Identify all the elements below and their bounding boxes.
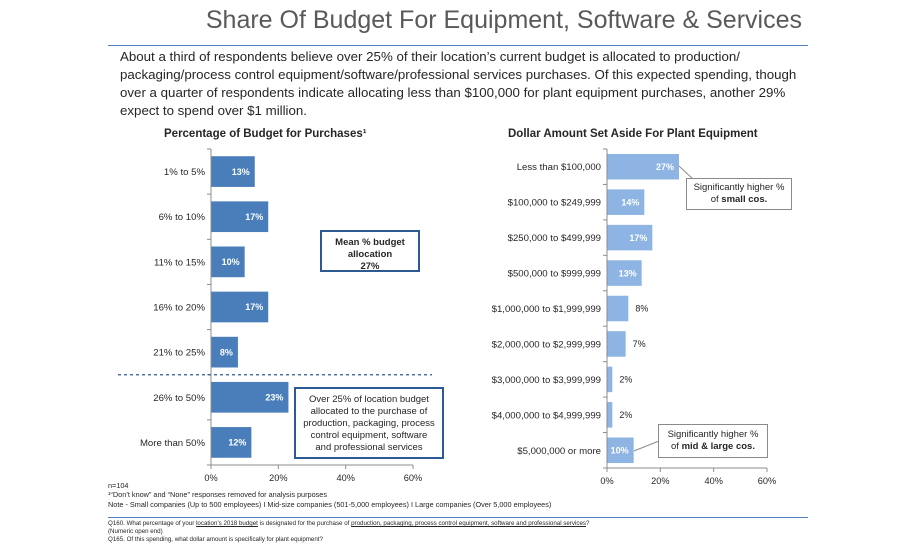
x-tick-label: 20%	[651, 476, 669, 486]
bar	[211, 336, 238, 368]
x-tick-label: 60%	[404, 473, 422, 483]
bar	[211, 291, 269, 323]
right-chart-title: Dollar Amount Set Aside For Plant Equipm…	[508, 128, 758, 140]
x-tick-label: 0%	[204, 473, 217, 483]
mid-callout-line: of mid & large cos.	[659, 441, 767, 453]
question-q165: Q165. Of this spending, what dollar amou…	[108, 536, 323, 544]
x-tick-label: 40%	[704, 476, 722, 486]
data-label: 10%	[611, 445, 629, 455]
x-tick-label: 20%	[269, 473, 287, 483]
over-callout-line: Over 25% of location budget	[309, 394, 429, 405]
data-label: 17%	[629, 233, 647, 243]
bar	[211, 381, 289, 413]
bar	[607, 366, 613, 393]
left-chart-title: Percentage of Budget for Purchases¹	[164, 128, 367, 140]
page-title: Share Of Budget For Equipment, Software …	[205, 6, 802, 34]
q160-text: ?	[586, 520, 590, 527]
q160-underlined: location’s 2018 budget	[196, 520, 258, 527]
mid-large-companies-callout: Significantly higher % of mid & large co…	[658, 424, 768, 458]
data-label: 17%	[245, 302, 263, 312]
mean-callout-line: allocation	[347, 249, 393, 260]
sample-size: n=104	[108, 481, 129, 490]
category-label: 16% to 20%	[153, 303, 205, 314]
callout-pointer	[633, 440, 660, 452]
data-label: 13%	[232, 167, 250, 177]
data-label: 14%	[621, 197, 639, 207]
data-label: 17%	[245, 212, 263, 222]
q160-underlined: production, packaging, process control e…	[351, 520, 587, 527]
mid-callout-emphasis: mid & large cos.	[681, 441, 755, 452]
title-rule	[108, 45, 808, 46]
bottom-rule	[108, 517, 808, 518]
category-label: $2,000,000 to $2,999,999	[492, 339, 601, 350]
data-label: 27%	[656, 162, 674, 172]
category-label: 6% to 10%	[159, 212, 206, 223]
category-label: $100,000 to $249,999	[508, 198, 601, 209]
small-callout-emphasis: small cos.	[721, 194, 768, 205]
category-label: 21% to 25%	[153, 348, 205, 359]
bar	[607, 224, 653, 251]
company-size-note: Note - Small companies (Up to 500 employ…	[108, 499, 552, 509]
bar	[607, 260, 642, 286]
category-label: $4,000,000 to $4,999,999	[492, 410, 601, 421]
q160-text: is designated for the purchase of	[257, 520, 352, 527]
bar	[607, 402, 613, 428]
category-label: 11% to 15%	[154, 257, 205, 268]
footnotes: n=104 ¹“Don’t know” and “None” responses…	[108, 481, 551, 509]
category-label: $1,000,000 to $1,999,999	[492, 304, 601, 315]
bar	[607, 331, 626, 357]
footnote-dont-know: ¹“Don’t know” and “None” responses remov…	[108, 490, 328, 500]
over-callout-line: production, packaging, process	[303, 418, 435, 429]
category-label: $3,000,000 to $3,999,999	[492, 375, 601, 386]
x-tick-label: 40%	[336, 473, 354, 483]
bar	[211, 427, 252, 458]
over-25-percent-callout: Over 25% of location budget allocated to…	[294, 387, 444, 459]
data-label: 8%	[220, 347, 233, 357]
bar	[607, 189, 645, 215]
over-callout-line: allocated to the purchase of	[310, 406, 428, 417]
bar	[211, 156, 255, 187]
category-label: More than 50%	[140, 438, 206, 449]
bar	[211, 201, 269, 233]
x-tick-label: 60%	[758, 476, 776, 486]
callout-pointer	[678, 165, 695, 181]
mean-callout-value: 27%	[360, 261, 380, 272]
category-label: $500,000 to $999,999	[508, 269, 601, 280]
category-label: Less than $100,000	[517, 162, 601, 173]
category-label: 1% to 5%	[164, 167, 206, 178]
question-q160: Q160. What percentage of your location’s…	[108, 520, 589, 528]
small-companies-callout: Significantly higher % of small cos.	[686, 178, 792, 210]
data-label: 2%	[619, 375, 632, 385]
x-tick-label: 0%	[600, 476, 613, 486]
data-label: 2%	[619, 410, 632, 420]
q160-text: Q160. What percentage of your	[108, 520, 197, 527]
data-label: 7%	[633, 339, 646, 349]
data-label: 13%	[619, 268, 637, 278]
mean-callout-line: Mean % budget	[335, 237, 405, 248]
survey-questions: Q160. What percentage of your location’s…	[108, 520, 589, 545]
q160-note: (Numeric open end)	[108, 528, 163, 536]
data-label: 23%	[265, 392, 283, 402]
small-callout-line: of small cos.	[687, 194, 791, 206]
data-label: 8%	[635, 304, 648, 314]
category-label: 26% to 50%	[153, 393, 205, 404]
mid-callout-line: Significantly higher %	[667, 429, 759, 440]
bar	[607, 295, 629, 322]
small-callout-prefix: of	[710, 194, 722, 205]
data-label: 12%	[228, 438, 246, 448]
data-label: 10%	[222, 257, 240, 267]
over-callout-line: and professional services	[315, 442, 423, 453]
small-callout-line: Significantly higher %	[693, 182, 785, 193]
category-label: $5,000,000 or more	[517, 446, 601, 457]
over-callout-line: control equipment, software	[310, 430, 428, 441]
category-label: $250,000 to $499,999	[508, 233, 601, 244]
bar	[607, 153, 679, 180]
mean-allocation-callout: Mean % budget allocation 27%	[320, 230, 420, 272]
intro-paragraph: About a third of respondents believe ove…	[120, 49, 797, 118]
mid-callout-prefix: of	[671, 441, 682, 452]
bar	[607, 437, 634, 464]
bar	[211, 246, 245, 278]
